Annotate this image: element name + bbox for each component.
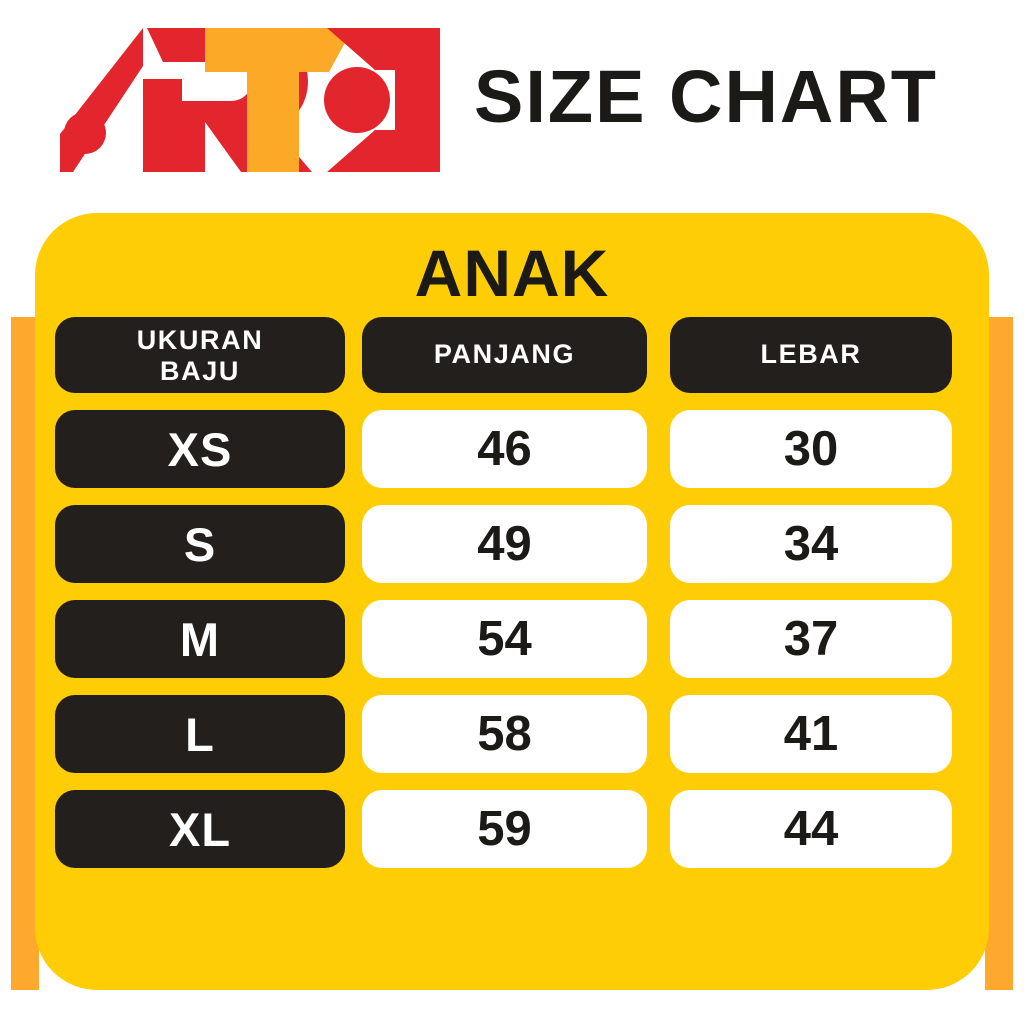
logo-letter-t-icon <box>205 28 353 172</box>
cell-size: XL <box>55 790 345 868</box>
cell-size: M <box>55 600 345 678</box>
cell-lebar: 41 <box>670 695 952 773</box>
table-row: XL 59 44 <box>55 790 969 868</box>
cell-panjang: 49 <box>362 505 647 583</box>
cell-size: XS <box>55 410 345 488</box>
cell-lebar: 34 <box>670 505 952 583</box>
cell-lebar: 44 <box>670 790 952 868</box>
column-header-panjang: PANJANG <box>362 317 647 393</box>
table-row: M 54 37 <box>55 600 969 678</box>
cell-size: L <box>55 695 345 773</box>
cell-panjang: 46 <box>362 410 647 488</box>
cell-lebar: 30 <box>670 410 952 488</box>
cell-panjang: 59 <box>362 790 647 868</box>
cell-panjang: 54 <box>362 600 647 678</box>
table-row: XS 46 30 <box>55 410 969 488</box>
accent-bar-left <box>11 317 39 990</box>
accent-bar-right <box>985 317 1013 990</box>
rtd-logo <box>55 26 440 174</box>
card-title: ANAK <box>414 236 610 310</box>
size-chart-card: ANAK UKURAN BAJU PANJANG LEBAR XS 46 30 … <box>35 213 989 990</box>
table-row: S 49 34 <box>55 505 969 583</box>
column-header-lebar: LEBAR <box>670 317 952 393</box>
cell-size: S <box>55 505 345 583</box>
cell-panjang: 58 <box>362 695 647 773</box>
table-header-row: UKURAN BAJU PANJANG LEBAR <box>55 317 969 393</box>
page-header: SIZE CHART <box>0 0 1024 200</box>
logo-letter-d-icon <box>324 28 440 172</box>
column-header-line-1: UKURAN <box>136 324 264 355</box>
column-header-ukuran-baju: UKURAN BAJU <box>55 317 345 393</box>
rtd-logo-svg <box>60 28 440 172</box>
page-title: SIZE CHART <box>474 54 938 138</box>
column-header-line-2: BAJU <box>160 356 240 386</box>
size-chart-table: UKURAN BAJU PANJANG LEBAR XS 46 30 S 49 … <box>55 317 969 868</box>
cell-lebar: 37 <box>670 600 952 678</box>
table-row: L 58 41 <box>55 695 969 773</box>
